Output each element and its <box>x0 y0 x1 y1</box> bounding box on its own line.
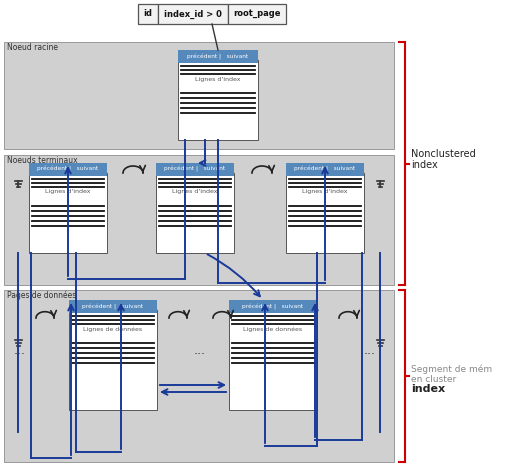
Text: en cluster: en cluster <box>411 375 456 384</box>
Polygon shape <box>248 50 258 60</box>
Text: Lignes d'index: Lignes d'index <box>172 189 218 195</box>
Text: Segment de mém: Segment de mém <box>411 365 492 374</box>
Bar <box>69 300 157 313</box>
Text: ...: ... <box>14 344 26 357</box>
Polygon shape <box>229 300 317 410</box>
Text: Lignes d'index: Lignes d'index <box>302 189 348 195</box>
Text: Noeud racine: Noeud racine <box>7 43 58 52</box>
Text: précédent |   suivant: précédent | suivant <box>188 54 249 60</box>
Bar <box>4 42 394 149</box>
Text: précédent |   suivant: précédent | suivant <box>295 166 356 172</box>
Polygon shape <box>156 163 234 253</box>
Text: Nonclustered
index: Nonclustered index <box>411 149 476 170</box>
Polygon shape <box>147 300 157 310</box>
Text: précédent |   suivant: précédent | suivant <box>164 166 226 172</box>
Polygon shape <box>29 163 107 253</box>
Bar <box>29 163 107 176</box>
Text: Lignes d'index: Lignes d'index <box>195 77 241 81</box>
Bar <box>4 155 394 285</box>
Bar <box>178 50 258 63</box>
Text: ...: ... <box>194 344 206 357</box>
Text: Lignes de données: Lignes de données <box>83 326 142 332</box>
Bar <box>229 300 317 313</box>
Bar <box>4 290 394 462</box>
Bar <box>286 163 364 176</box>
Text: précédent |   suivant: précédent | suivant <box>38 166 99 172</box>
Polygon shape <box>307 300 317 310</box>
Polygon shape <box>69 300 157 410</box>
Polygon shape <box>97 163 107 173</box>
Polygon shape <box>178 50 258 140</box>
Text: id: id <box>143 9 153 18</box>
Bar <box>156 163 234 176</box>
Text: index_id > 0: index_id > 0 <box>164 9 222 19</box>
Text: index: index <box>411 384 445 394</box>
Text: précédent |   suivant: précédent | suivant <box>82 304 143 310</box>
Polygon shape <box>224 163 234 173</box>
Text: Lignes de données: Lignes de données <box>244 326 303 332</box>
Polygon shape <box>286 163 364 253</box>
Bar <box>228 4 286 24</box>
Bar <box>158 4 228 24</box>
Bar <box>138 4 158 24</box>
Text: Pages de données: Pages de données <box>7 291 76 300</box>
Polygon shape <box>354 163 364 173</box>
Text: ...: ... <box>364 344 376 357</box>
Text: Noeuds terminaux: Noeuds terminaux <box>7 156 78 165</box>
Text: précédent |   suivant: précédent | suivant <box>243 304 304 310</box>
Text: root_page: root_page <box>233 9 281 18</box>
Text: Lignes d'index: Lignes d'index <box>45 189 91 195</box>
